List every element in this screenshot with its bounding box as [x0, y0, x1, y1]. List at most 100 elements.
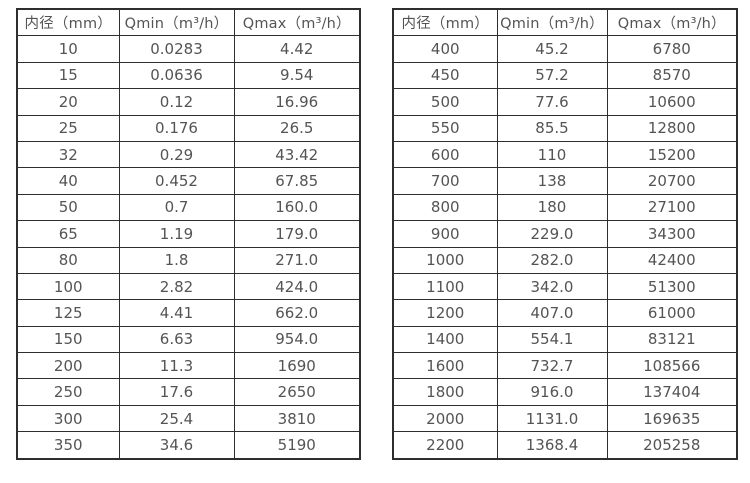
- cell: 550: [392, 114, 498, 142]
- flow-table-left: 内径（mm） Qmin（m³/h） Qmax（m³/h） 10 0.0283 4.42 1…: [16, 8, 361, 460]
- table-row: 800 180 27100: [392, 193, 738, 222]
- table-row: 1600 732.7 108566: [392, 352, 738, 380]
- cell: 800: [392, 193, 498, 222]
- column-header: Qmin（m³/h）: [118, 8, 235, 37]
- cell: 2.82: [118, 272, 235, 301]
- cell: 15200: [606, 140, 738, 169]
- cell: 554.1: [496, 325, 608, 354]
- table-row: 2000 1131.0 169635: [392, 404, 738, 433]
- cell: 1800: [392, 378, 498, 406]
- cell: 0.0636: [118, 61, 235, 90]
- tables-container: 内径（mm） Qmin（m³/h） Qmax（m³/h） 10 0.0283 4.42 1…: [16, 8, 738, 460]
- cell: 11.3: [118, 352, 235, 380]
- cell: 954.0: [233, 325, 361, 354]
- table-row: 400 45.2 6780: [392, 35, 738, 63]
- cell: 169635: [606, 404, 738, 433]
- table-row: 100 2.82 424.0: [16, 272, 361, 301]
- cell: 110: [496, 140, 608, 169]
- cell: 25.4: [118, 404, 235, 433]
- table-row: 50 0.7 160.0: [16, 193, 361, 222]
- table-row: 1400 554.1 83121: [392, 325, 738, 354]
- cell: 5190: [233, 431, 361, 460]
- table-body: 10 0.0283 4.42 15 0.0636 9.54 20 0.12 16.96 25 0.1…: [16, 35, 361, 460]
- table-row: 25 0.176 26.5: [16, 114, 361, 142]
- cell: 1000: [392, 246, 498, 274]
- cell: 342.0: [496, 272, 608, 301]
- cell: 0.12: [118, 88, 235, 116]
- cell: 10600: [606, 88, 738, 116]
- cell: 160.0: [233, 193, 361, 222]
- cell: 500: [392, 88, 498, 116]
- cell: 1131.0: [496, 404, 608, 433]
- cell: 25: [16, 114, 120, 142]
- cell: 15: [16, 61, 120, 90]
- cell: 450: [392, 61, 498, 90]
- cell: 6.63: [118, 325, 235, 354]
- cell: 80: [16, 246, 120, 274]
- cell: 179.0: [233, 220, 361, 248]
- cell: 138: [496, 167, 608, 195]
- cell: 27100: [606, 193, 738, 222]
- table-row: 700 138 20700: [392, 167, 738, 195]
- cell: 180: [496, 193, 608, 222]
- cell: 1600: [392, 352, 498, 380]
- cell: 108566: [606, 352, 738, 380]
- cell: 282.0: [496, 246, 608, 274]
- cell: 300: [16, 404, 120, 433]
- table-row: 32 0.29 43.42: [16, 140, 361, 169]
- cell: 1400: [392, 325, 498, 354]
- cell: 65: [16, 220, 120, 248]
- table-body: 400 45.2 6780 450 57.2 8570 500 77.6 10600 550 85.…: [392, 35, 738, 460]
- cell: 32: [16, 140, 120, 169]
- cell: 40: [16, 167, 120, 195]
- cell: 61000: [606, 299, 738, 327]
- cell: 407.0: [496, 299, 608, 327]
- cell: 85.5: [496, 114, 608, 142]
- cell: 0.0283: [118, 35, 235, 63]
- header-row: 内径（mm） Qmin（m³/h） Qmax（m³/h）: [16, 8, 361, 37]
- cell: 1200: [392, 299, 498, 327]
- column-header: Qmin（m³/h）: [496, 8, 608, 37]
- cell: 916.0: [496, 378, 608, 406]
- cell: 67.85: [233, 167, 361, 195]
- table-row: 1800 916.0 137404: [392, 378, 738, 406]
- cell: 1690: [233, 352, 361, 380]
- cell: 26.5: [233, 114, 361, 142]
- cell: 100: [16, 272, 120, 301]
- cell: 10: [16, 35, 120, 63]
- table-row: 40 0.452 67.85: [16, 167, 361, 195]
- table-row: 1100 342.0 51300: [392, 272, 738, 301]
- cell: 42400: [606, 246, 738, 274]
- table-row: 900 229.0 34300: [392, 220, 738, 248]
- table-row: 300 25.4 3810: [16, 404, 361, 433]
- table-row: 1000 282.0 42400: [392, 246, 738, 274]
- column-header: Qmax（m³/h）: [606, 8, 738, 37]
- cell: 1.8: [118, 246, 235, 274]
- cell: 732.7: [496, 352, 608, 380]
- cell: 250: [16, 378, 120, 406]
- cell: 83121: [606, 325, 738, 354]
- column-header: Qmax（m³/h）: [233, 8, 361, 37]
- cell: 125: [16, 299, 120, 327]
- cell: 2650: [233, 378, 361, 406]
- cell: 12800: [606, 114, 738, 142]
- table-row: 200 11.3 1690: [16, 352, 361, 380]
- header-row: 内径（mm） Qmin（m³/h） Qmax（m³/h）: [392, 8, 738, 37]
- table-row: 80 1.8 271.0: [16, 246, 361, 274]
- cell: 51300: [606, 272, 738, 301]
- table-row: 450 57.2 8570: [392, 61, 738, 90]
- cell: 4.41: [118, 299, 235, 327]
- cell: 77.6: [496, 88, 608, 116]
- cell: 700: [392, 167, 498, 195]
- cell: 0.176: [118, 114, 235, 142]
- cell: 2200: [392, 431, 498, 460]
- cell: 1100: [392, 272, 498, 301]
- table-row: 600 110 15200: [392, 140, 738, 169]
- cell: 45.2: [496, 35, 608, 63]
- table-row: 500 77.6 10600: [392, 88, 738, 116]
- cell: 57.2: [496, 61, 608, 90]
- cell: 50: [16, 193, 120, 222]
- cell: 34300: [606, 220, 738, 248]
- cell: 8570: [606, 61, 738, 90]
- column-header: 内径（mm）: [16, 8, 120, 37]
